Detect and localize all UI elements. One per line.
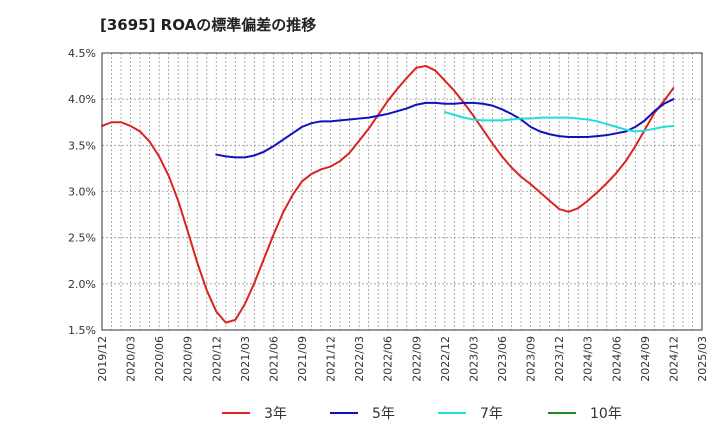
legend: 3年 5年 7年 10年 [222,406,622,422]
x-tick-label: 2022/06 [382,336,395,382]
x-tick-label: 2024/12 [667,336,680,382]
x-tick-label: 2020/09 [182,336,195,382]
y-tick-label: 3.5% [68,139,96,152]
x-tick-label: 2020/03 [125,336,138,382]
x-tick-label: 2024/03 [582,336,595,382]
y-tick-label: 2.5% [68,232,96,245]
y-tick-label: 1.5% [68,324,96,337]
y-tick-label: 4.5% [68,47,96,60]
legend-label-3: 7年 [480,406,503,422]
x-tick-label: 2023/03 [467,336,480,382]
y-tick-label: 4.0% [68,93,96,106]
x-tick-label: 2021/06 [267,336,280,382]
x-tick-label: 2023/12 [553,336,566,382]
x-tick-label: 2020/12 [210,336,223,382]
legend-label-4: 10年 [590,406,622,422]
series-line-1 [101,64,675,324]
plot-border [101,52,703,331]
x-tick-label: 2022/09 [410,336,423,382]
x-tick-label: 2020/06 [153,336,166,382]
x-tick-label: 2021/09 [296,336,309,382]
x-tick-label: 2025/03 [696,336,709,382]
x-tick-label: 2022/12 [439,336,452,382]
axes: 1.5% 2.0% 2.5% 3.0% 3.5% 4.0% 4.5% 2019/12 2020/… [68,47,709,382]
x-tick-label: 2023/06 [496,336,509,382]
x-tick-label: 2019/12 [96,336,109,382]
y-tick-label: 2.0% [68,278,96,291]
chart-title: [3695] ROAの標準偏差の推移 [100,16,317,34]
series-line-2 [215,98,675,159]
x-tick-label: 2021/03 [239,336,252,382]
legend-label-2: 5年 [372,406,395,422]
x-tick-label: 2021/12 [325,336,338,382]
series-line-3 [443,111,675,133]
legend-label-1: 3年 [264,406,287,422]
x-tick-label: 2024/09 [639,336,652,382]
x-tick-label: 2022/03 [353,336,366,382]
x-tick-label: 2023/09 [525,336,538,382]
x-tick-label: 2024/06 [610,336,623,382]
series-layer [101,64,675,324]
y-tick-label: 3.0% [68,186,96,199]
